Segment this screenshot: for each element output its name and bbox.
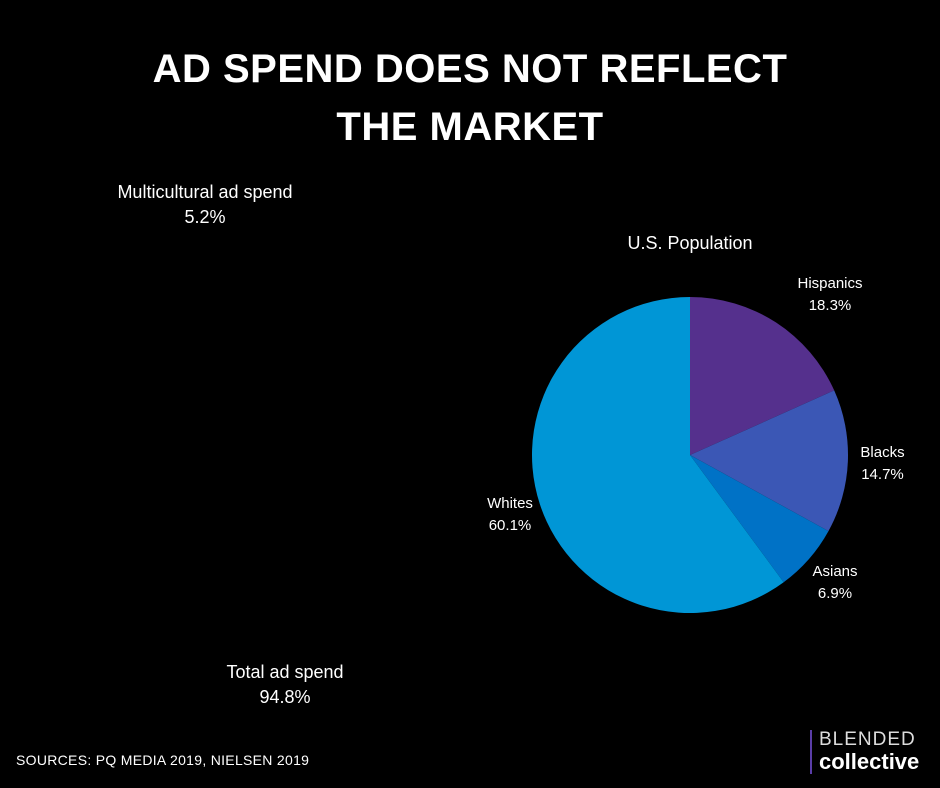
blended-collective-logo: BLENDED collective — [810, 730, 919, 774]
title-line-1: AD SPEND DOES NOT REFLECT — [152, 47, 788, 91]
slice-label-multicultural: Multicultural ad spend 5.2% — [117, 182, 293, 227]
logo-line-1: BLENDED — [819, 729, 916, 750]
pie-slice-blacks — [690, 390, 849, 532]
logo-line-2: collective — [819, 749, 920, 774]
pie-slice-whites — [532, 297, 784, 614]
population-subtitle: U.S. Population — [627, 233, 753, 253]
title-line-2: THE MARKET — [336, 105, 604, 149]
pie-slice-asians — [690, 455, 829, 583]
slice-label-blacks: Blacks 14.7% — [860, 444, 905, 483]
slice-label-asians: Asians 6.9% — [812, 563, 858, 602]
population-pie — [532, 297, 849, 614]
pie-slice-hispanics — [690, 297, 835, 455]
chart-title: AD SPEND DOES NOT REFLECT THE MARKET — [0, 40, 940, 156]
slice-label-total: Total ad spend 94.8% — [226, 662, 344, 707]
sources-note: SOURCES: PQ MEDIA 2019, NIELSEN 2019 — [16, 752, 310, 768]
slice-label-hispanics: Hispanics 18.3% — [797, 275, 863, 314]
slice-label-whites: Whites 60.1% — [487, 495, 533, 534]
